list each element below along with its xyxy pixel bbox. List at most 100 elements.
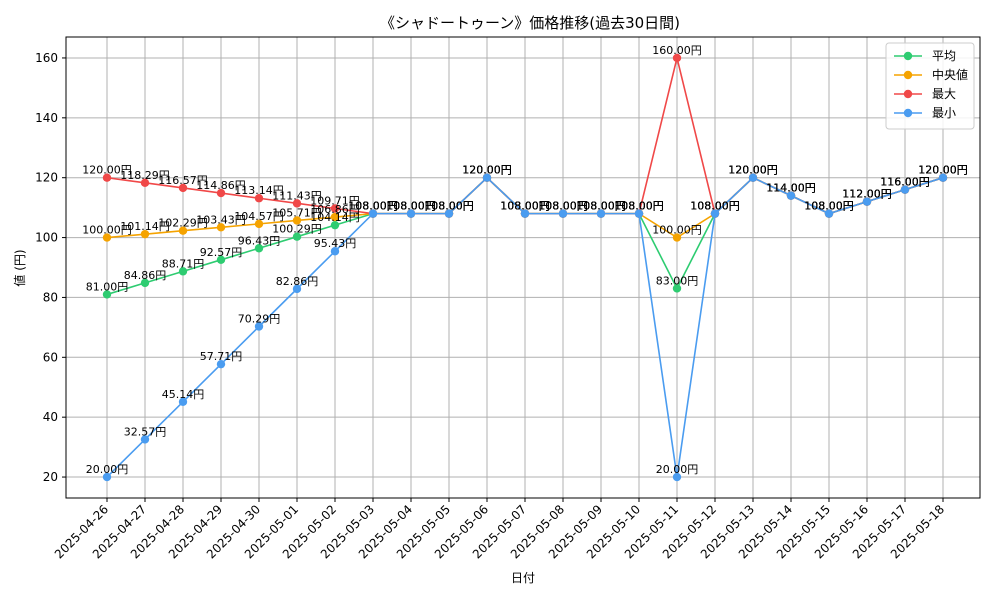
data-point xyxy=(216,359,226,369)
data-label: 102.29円 xyxy=(158,217,208,230)
data-label: 104.57円 xyxy=(234,210,284,223)
legend-swatch-marker xyxy=(903,108,913,118)
data-label-layer: 81.00円84.86円88.71円92.57円96.43円100.29円104… xyxy=(82,44,968,476)
data-label: 106.86円 xyxy=(310,203,360,216)
data-point xyxy=(330,247,340,256)
data-label: 120.00円 xyxy=(82,164,132,177)
x-axis-label: 日付 xyxy=(511,571,535,585)
data-point xyxy=(596,209,606,218)
data-label: 108.00円 xyxy=(804,200,854,213)
grid-layer xyxy=(66,37,980,498)
legend-swatch-marker xyxy=(903,51,913,61)
data-point xyxy=(824,209,834,218)
data-point xyxy=(710,209,720,218)
data-label: 111.43円 xyxy=(272,189,322,202)
data-label: 108.00円 xyxy=(690,200,740,213)
data-label: 108.00円 xyxy=(424,200,474,213)
data-label: 84.86円 xyxy=(124,269,167,282)
data-label: 112.00円 xyxy=(842,188,892,201)
data-label: 120.00円 xyxy=(918,164,968,177)
data-point xyxy=(368,209,378,218)
data-label: 116.00円 xyxy=(880,176,930,189)
data-point xyxy=(178,183,188,193)
data-label: 108.00円 xyxy=(614,200,664,213)
data-label: 160.00円 xyxy=(652,44,702,57)
data-label: 120.00円 xyxy=(462,164,512,177)
data-label: 108.00円 xyxy=(386,200,436,213)
data-point xyxy=(558,209,568,218)
data-point xyxy=(292,232,302,241)
data-label: 108.00円 xyxy=(348,200,398,213)
data-label: 100.00円 xyxy=(652,224,702,237)
data-label: 114.00円 xyxy=(766,182,816,195)
y-tick-label: 100 xyxy=(35,231,58,245)
data-label: 116.00円 xyxy=(880,176,930,189)
data-point xyxy=(102,472,112,482)
data-label: 108.00円 xyxy=(424,200,474,213)
data-label: 20.00円 xyxy=(656,463,699,476)
data-label: 120.00円 xyxy=(462,164,512,177)
data-label: 116.00円 xyxy=(880,176,930,189)
data-point xyxy=(140,435,150,444)
data-label: 120.00円 xyxy=(728,164,778,177)
data-label: 112.00円 xyxy=(842,188,892,201)
data-label: 105.71円 xyxy=(272,206,322,219)
y-axis-ticks: 20 40 60 80 100 120 140 160 xyxy=(35,51,66,484)
data-label: 108.00円 xyxy=(500,200,550,213)
data-label: 57.71円 xyxy=(200,350,243,363)
data-label: 108.00円 xyxy=(804,200,854,213)
y-tick-label: 160 xyxy=(35,51,58,65)
data-point xyxy=(330,212,340,222)
data-label: 120.00円 xyxy=(728,164,778,177)
data-label: 112.00円 xyxy=(842,188,892,201)
data-point xyxy=(178,267,188,276)
data-label: 118.29円 xyxy=(120,169,170,182)
data-label: 20.00円 xyxy=(86,463,129,476)
data-point xyxy=(292,199,302,208)
data-point xyxy=(254,194,264,203)
data-label: 82.86円 xyxy=(276,275,319,288)
x-axis-ticks: 2025-04-262025-04-272025-04-282025-04-29… xyxy=(52,498,947,561)
data-label: 108.00円 xyxy=(500,200,550,213)
data-label: 108.00円 xyxy=(538,200,588,213)
data-point xyxy=(254,244,264,253)
data-label: 108.00円 xyxy=(576,200,626,213)
data-label: 108.00円 xyxy=(576,200,626,213)
data-point xyxy=(634,209,644,218)
data-point xyxy=(672,284,682,293)
data-label: 114.86円 xyxy=(196,179,246,192)
data-label: 81.00円 xyxy=(86,280,129,293)
data-label: 108.00円 xyxy=(804,200,854,213)
data-label: 120.00円 xyxy=(918,164,968,177)
data-label: 92.57円 xyxy=(200,246,243,259)
data-point xyxy=(330,204,340,213)
data-label: 114.00円 xyxy=(766,182,816,195)
data-point xyxy=(672,472,682,482)
data-label: 108.00円 xyxy=(614,200,664,213)
data-label: 100.29円 xyxy=(272,223,322,236)
data-point xyxy=(216,255,226,265)
data-label: 120.00円 xyxy=(728,164,778,177)
data-label: 114.00円 xyxy=(766,182,816,195)
legend-swatch-marker xyxy=(903,70,913,80)
data-point xyxy=(140,178,150,188)
data-point xyxy=(102,290,112,299)
data-label: 109.71円 xyxy=(310,194,360,207)
legend-label: 最小 xyxy=(932,106,956,120)
data-point xyxy=(254,219,264,229)
legend-label: 中央値 xyxy=(932,67,968,82)
data-label: 108.00円 xyxy=(386,200,436,213)
data-label: 120.00円 xyxy=(918,164,968,177)
data-label: 95.43円 xyxy=(314,237,357,250)
y-tick-label: 120 xyxy=(35,171,58,185)
data-point xyxy=(406,209,416,218)
data-label: 83.00円 xyxy=(656,274,699,287)
data-point xyxy=(216,223,226,232)
legend-swatch-marker xyxy=(903,89,913,99)
data-label: 32.57円 xyxy=(124,425,167,438)
data-label: 120.00円 xyxy=(728,164,778,177)
data-point xyxy=(292,284,302,294)
data-label: 120.00円 xyxy=(462,164,512,177)
data-label: 108.00円 xyxy=(348,200,398,213)
